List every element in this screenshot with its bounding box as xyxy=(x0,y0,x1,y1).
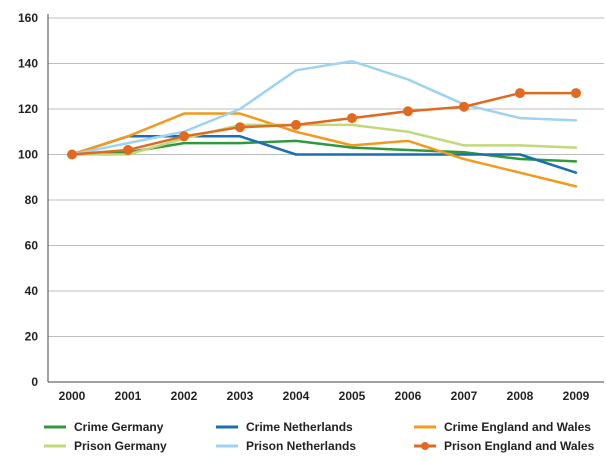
y-tick-label: 60 xyxy=(25,239,39,253)
data-point-prison-england-and-wales xyxy=(515,88,525,99)
series-line-prison-england-and-wales xyxy=(70,91,578,156)
y-tick-label: 20 xyxy=(25,330,39,344)
x-tick-label: 2008 xyxy=(507,389,534,403)
y-tick-label: 120 xyxy=(18,102,38,116)
x-tick-label: 2002 xyxy=(171,389,198,403)
y-tick-labels: 0 20 40 60 80 100 120 140 160 xyxy=(18,11,38,389)
legend-label: Prison Germany xyxy=(74,439,167,453)
legend-label: Crime Germany xyxy=(74,420,164,434)
data-point-prison-england-and-wales xyxy=(347,113,357,124)
legend-label: Prison England and Wales xyxy=(444,439,595,453)
legend-item-prison-germany: Prison Germany xyxy=(44,439,167,453)
x-tick-labels: 2000 2001 2002 2003 2004 2005 2006 2007 2008 2009 xyxy=(59,389,590,403)
y-tick-label: 40 xyxy=(25,284,39,298)
legend-item-crime-netherlands: Crime Netherlands xyxy=(216,420,353,434)
legend-item-crime-england-and-wales: Crime England and Wales xyxy=(414,420,591,434)
legend-label: Prison Netherlands xyxy=(246,439,356,453)
data-point-prison-england-and-wales xyxy=(403,106,413,117)
legend-label: Crime England and Wales xyxy=(444,420,591,434)
x-tick-label: 2009 xyxy=(563,389,590,403)
x-tick-label: 2003 xyxy=(227,389,254,403)
legend-item-prison-england-and-wales: Prison England and Wales xyxy=(414,439,595,453)
series-markers xyxy=(67,88,581,160)
series-line-prison-netherlands xyxy=(70,59,578,156)
x-tick-label: 2001 xyxy=(115,389,142,403)
legend-marker xyxy=(421,442,429,450)
y-tick-label: 140 xyxy=(18,57,38,71)
data-point-prison-england-and-wales xyxy=(459,101,469,112)
x-tick-label: 2005 xyxy=(339,389,366,403)
data-point-prison-england-and-wales xyxy=(571,88,581,99)
data-point-prison-england-and-wales xyxy=(179,131,189,142)
legend-label: Crime Netherlands xyxy=(246,420,353,434)
series-line-prison-germany xyxy=(70,123,578,156)
data-point-prison-england-and-wales xyxy=(235,122,245,133)
series-line-crime-england-and-wales xyxy=(70,112,578,188)
data-point-prison-england-and-wales xyxy=(123,144,133,155)
y-tick-label: 80 xyxy=(25,193,39,207)
legend-item-prison-netherlands: Prison Netherlands xyxy=(216,439,356,453)
data-point-prison-england-and-wales xyxy=(291,119,301,130)
data-point-prison-england-and-wales xyxy=(67,149,77,160)
legend: Crime Germany Crime Netherlands Crime Engl… xyxy=(44,420,595,453)
x-tick-label: 2004 xyxy=(283,389,310,403)
y-tick-label: 160 xyxy=(18,11,38,25)
y-tick-label: 100 xyxy=(18,148,38,162)
x-tick-label: 2007 xyxy=(451,389,478,403)
y-tick-label: 0 xyxy=(31,375,38,389)
legend-item-crime-germany: Crime Germany xyxy=(44,420,164,434)
series-lines xyxy=(70,59,578,188)
x-tick-label: 2006 xyxy=(395,389,422,403)
axes xyxy=(47,14,604,383)
x-tick-label: 2000 xyxy=(59,389,86,403)
